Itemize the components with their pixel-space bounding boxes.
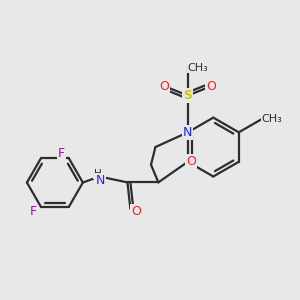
Text: N: N [95, 173, 105, 187]
Text: O: O [206, 80, 216, 93]
Text: F: F [30, 205, 37, 218]
Text: CH₃: CH₃ [188, 63, 208, 73]
Text: O: O [186, 155, 196, 168]
Text: CH₃: CH₃ [262, 114, 282, 124]
Text: O: O [159, 80, 169, 93]
Text: S: S [183, 89, 192, 102]
Text: H: H [94, 169, 102, 178]
Text: F: F [58, 147, 65, 161]
Text: O: O [131, 205, 141, 218]
Text: N: N [183, 126, 193, 139]
